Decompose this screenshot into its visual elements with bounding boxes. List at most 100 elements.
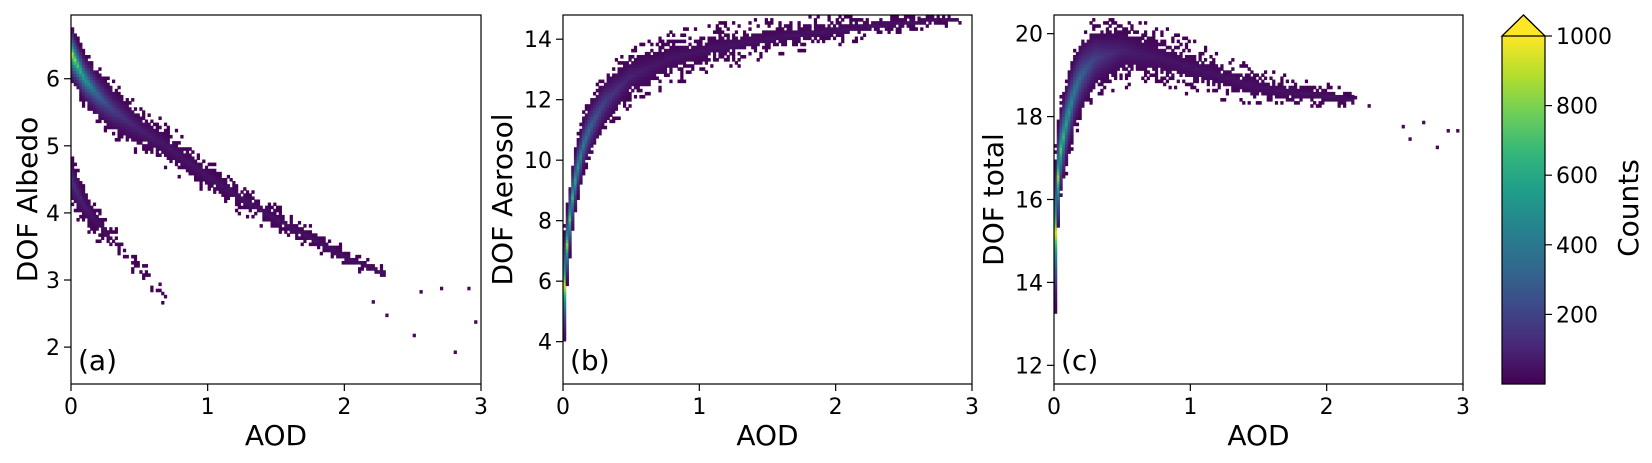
heatmap-cell: [1343, 98, 1347, 102]
heatmap-cell: [142, 273, 146, 277]
heatmap-cell: [767, 24, 771, 28]
heatmap-cell: [1075, 79, 1080, 84]
heatmap-cell: [76, 48, 80, 53]
heatmap-cell: [92, 110, 97, 114]
heatmap-cell: [1179, 64, 1183, 68]
heatmap-cell: [1280, 82, 1284, 87]
heatmap-cell: [726, 45, 730, 50]
heatmap-cell: [229, 193, 233, 197]
heatmap-cell: [644, 54, 649, 59]
heatmap-cell: [90, 217, 94, 222]
heatmap-cell: [87, 214, 91, 219]
heatmap-cell: [92, 230, 97, 234]
heatmap-cell: [76, 79, 80, 84]
heatmap-cell: [1173, 61, 1178, 65]
heatmap-cell: [636, 73, 640, 78]
heatmap-cell: [1198, 54, 1202, 59]
heatmap-cell: [1214, 73, 1219, 78]
heatmap-cell: [196, 174, 200, 179]
heatmap-cell: [281, 217, 285, 222]
heatmap-cell: [1056, 224, 1060, 228]
heatmap-cell: [563, 239, 567, 244]
heatmap-cell: [592, 134, 597, 139]
heatmap-cell: [81, 51, 86, 56]
heatmap-cell: [84, 211, 88, 216]
heatmap-cell: [352, 257, 356, 262]
heatmap-cell: [601, 91, 605, 96]
heatmap-cell: [1100, 42, 1104, 47]
heatmap-cell: [1054, 208, 1058, 213]
heatmap-cell: [805, 33, 809, 38]
heatmap-cell: [563, 294, 567, 299]
heatmap-cell: [325, 248, 329, 253]
heatmap-cell: [237, 199, 241, 204]
heatmap-cell: [92, 211, 97, 216]
heatmap-cell: [166, 156, 170, 161]
heatmap-cell: [590, 141, 594, 145]
heatmap-cell: [587, 110, 591, 114]
heatmap-cell: [199, 171, 203, 176]
heatmap-cell: [639, 64, 643, 68]
heatmap-cell: [117, 128, 121, 133]
heatmap-cell: [155, 128, 159, 133]
heatmap-cell: [114, 125, 118, 130]
heatmap-cell: [691, 58, 695, 62]
heatmap-cell: [563, 257, 567, 262]
heatmap-cell: [1143, 61, 1148, 65]
heatmap-cell: [1146, 61, 1150, 65]
heatmap-cell: [1244, 76, 1249, 81]
heatmap-cell: [1195, 76, 1200, 81]
heatmap-cell: [1086, 88, 1090, 93]
heatmap-cell: [240, 196, 244, 201]
heatmap-cell: [612, 107, 616, 111]
heatmap-cell: [1198, 51, 1202, 56]
heatmap-cell: [614, 107, 619, 111]
heatmap-cell: [680, 58, 684, 62]
heatmap-cell: [199, 184, 203, 188]
heatmap-cell: [163, 165, 168, 170]
heatmap-cell: [1067, 85, 1071, 90]
heatmap-cell: [753, 18, 758, 22]
heatmap-cell: [1054, 264, 1058, 268]
heatmap-cell: [674, 39, 679, 44]
heatmap-cell: [1247, 88, 1251, 93]
heatmap-cell: [278, 205, 282, 210]
heatmap-cell: [103, 88, 108, 93]
heatmap-cell: [1141, 54, 1145, 59]
heatmap-cell: [1143, 45, 1148, 50]
heatmap-cell: [1078, 88, 1082, 93]
heatmap-cell: [748, 21, 752, 25]
heatmap-cell: [1203, 64, 1208, 68]
heatmap-cell: [81, 70, 86, 74]
heatmap-cell: [770, 18, 774, 22]
heatmap-cell: [625, 85, 629, 90]
heatmap-cell: [587, 147, 591, 151]
heatmap-cell: [606, 94, 610, 99]
heatmap-cell: [1070, 125, 1074, 130]
heatmap-cell: [1094, 45, 1099, 50]
heatmap-cell: [213, 174, 217, 179]
heatmap-cell: [1083, 58, 1088, 62]
heatmap-cell: [1160, 58, 1164, 62]
heatmap-cell: [128, 128, 132, 133]
heatmap-cell: [563, 233, 567, 237]
heatmap-cell: [628, 54, 632, 59]
heatmap-cell: [682, 79, 687, 84]
heatmap-cell: [721, 30, 725, 34]
heatmap-cell: [1176, 39, 1180, 44]
heatmap-cell: [1081, 51, 1085, 56]
y-tick-label: 6: [46, 68, 60, 93]
heatmap-cell: [644, 61, 649, 65]
heatmap-cell: [133, 138, 138, 142]
heatmap-cell: [563, 288, 567, 293]
heatmap-cell: [563, 337, 567, 342]
heatmap-cell: [682, 39, 687, 44]
heatmap-cell: [612, 101, 616, 105]
heatmap-cell: [114, 101, 118, 105]
heatmap-cell: [76, 73, 80, 78]
heatmap-cell: [281, 227, 285, 231]
heatmap-cell: [330, 251, 334, 256]
heatmap-cell: [849, 18, 853, 22]
heatmap-cell: [371, 264, 375, 268]
heatmap-cell: [276, 214, 280, 219]
